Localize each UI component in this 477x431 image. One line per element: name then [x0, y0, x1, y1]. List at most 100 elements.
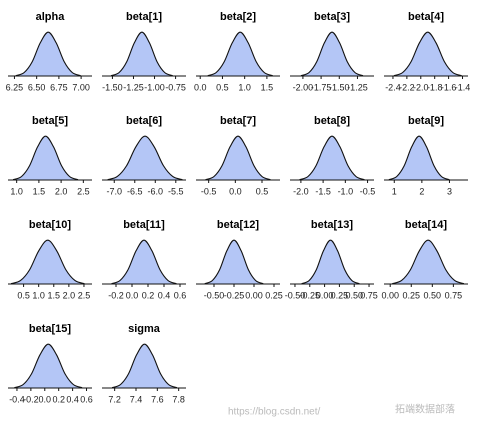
x-tick-label: 3 [447, 186, 452, 196]
x-tick-label: -0.25 [224, 290, 245, 300]
density-area [204, 239, 264, 285]
x-tick-label: 0.6 [80, 394, 93, 404]
x-tick-label: 2.0 [55, 186, 68, 196]
x-tick-label: 0.4 [66, 394, 79, 404]
panel-title: beta[8] [314, 115, 350, 127]
x-tick-label: -0.2 [108, 290, 124, 300]
x-tick-label: 1.0 [10, 186, 23, 196]
x-tick-label: -2.0 [413, 82, 429, 92]
x-tick-label: 0.75 [360, 290, 378, 300]
x-tick-label: -1.00 [144, 82, 165, 92]
x-tick-label: -0.5 [201, 186, 217, 196]
x-tick-label: -1.6 [441, 82, 457, 92]
x-tick-label: 2.5 [78, 290, 91, 300]
x-tick-label: -0.25 [300, 290, 321, 300]
x-tick-label: -6.5 [127, 186, 143, 196]
x-tick-label: 0.5 [17, 290, 30, 300]
panel-title: beta[5] [32, 115, 68, 127]
x-tick-label: -2.0 [293, 186, 309, 196]
x-tick-label: 0.5 [216, 82, 229, 92]
density-area [107, 135, 183, 181]
x-tick-label: 7.2 [108, 394, 121, 404]
x-tick-label: 7.6 [151, 394, 164, 404]
x-tick-label: 0.2 [142, 290, 155, 300]
x-tick-label: 0.5 [256, 186, 269, 196]
x-tick-label: 0.2 [52, 394, 65, 404]
x-tick-label: -1.75 [311, 82, 332, 92]
x-tick-label: 2 [419, 186, 424, 196]
x-tick-label: -0.5 [360, 186, 376, 196]
density-area [393, 31, 462, 77]
x-tick-label: 6.75 [50, 82, 68, 92]
x-tick-label: -1.25 [123, 82, 144, 92]
x-tick-label: 0.6 [174, 290, 187, 300]
x-tick-label: 0.50 [424, 290, 442, 300]
panel-title: sigma [128, 323, 161, 335]
x-tick-label: 1.5 [48, 290, 61, 300]
x-tick-label: -2.00 [293, 82, 314, 92]
watermark-url: https://blog.csdn.net/ [228, 407, 321, 418]
x-tick-label: -1.5 [315, 186, 331, 196]
density-area [301, 239, 360, 285]
x-tick-label: 0.75 [445, 290, 463, 300]
density-area [111, 239, 177, 285]
x-tick-label: -5.5 [168, 186, 184, 196]
density-area [388, 135, 450, 181]
watermark-brand: 拓端数据部落 [395, 403, 455, 416]
density-area [111, 343, 178, 389]
density-area [10, 239, 85, 285]
x-tick-label: 1.0 [238, 82, 251, 92]
panel-title: beta[4] [408, 11, 444, 23]
x-tick-label: -0.75 [165, 82, 186, 92]
x-tick-label: 0.25 [402, 290, 420, 300]
x-tick-label: -2.2 [399, 82, 415, 92]
x-tick-label: 0.0 [126, 290, 139, 300]
panel-title: beta[2] [220, 11, 256, 23]
panel-title: beta[3] [314, 11, 350, 23]
x-tick-label: 0.25 [331, 290, 349, 300]
x-tick-label: 7.00 [72, 82, 90, 92]
x-tick-label: 0.00 [316, 290, 334, 300]
x-tick-label: 0.0 [229, 186, 242, 196]
x-tick-label: 1.0 [32, 290, 45, 300]
x-tick-label: 0.00 [381, 290, 399, 300]
x-tick-label: 0.4 [158, 290, 171, 300]
x-tick-label: -0.4 [9, 394, 25, 404]
density-area [299, 135, 365, 181]
x-tick-label: -0.50 [204, 290, 225, 300]
x-tick-label: -6.0 [148, 186, 164, 196]
x-tick-label: 7.8 [172, 394, 185, 404]
density-area [15, 31, 81, 77]
panel-title: beta[15] [29, 323, 72, 335]
panel-title: beta[9] [408, 115, 444, 127]
density-area [14, 343, 83, 389]
panel-title: beta[6] [126, 115, 162, 127]
panel-title: beta[7] [220, 115, 256, 127]
x-tick-label: 1 [392, 186, 397, 196]
density-area [205, 135, 271, 181]
density-area [111, 31, 173, 77]
x-tick-label: 2.5 [77, 186, 90, 196]
x-tick-label: -1.0 [338, 186, 354, 196]
density-area [207, 31, 273, 77]
panel-title: beta[10] [29, 219, 72, 231]
x-tick-label: -2.4 [385, 82, 401, 92]
panel-title: beta[11] [123, 219, 165, 231]
x-tick-label: -1.50 [102, 82, 123, 92]
x-tick-label: 0.0 [194, 82, 207, 92]
panel-title: beta[12] [217, 219, 260, 231]
x-tick-label: 0.00 [245, 290, 263, 300]
panel-title: alpha [36, 11, 66, 23]
x-tick-label: 7.4 [130, 394, 143, 404]
panel-title: beta[1] [126, 11, 162, 23]
panel-title: beta[13] [311, 219, 354, 231]
density-area [13, 135, 79, 181]
x-tick-label: 0.25 [265, 290, 283, 300]
density-area [300, 31, 364, 77]
x-tick-label: -1.50 [329, 82, 350, 92]
x-tick-label: 0.0 [39, 394, 52, 404]
x-tick-label: 2.0 [63, 290, 76, 300]
x-tick-label: -7.0 [106, 186, 122, 196]
x-tick-label: -0.2 [23, 394, 39, 404]
